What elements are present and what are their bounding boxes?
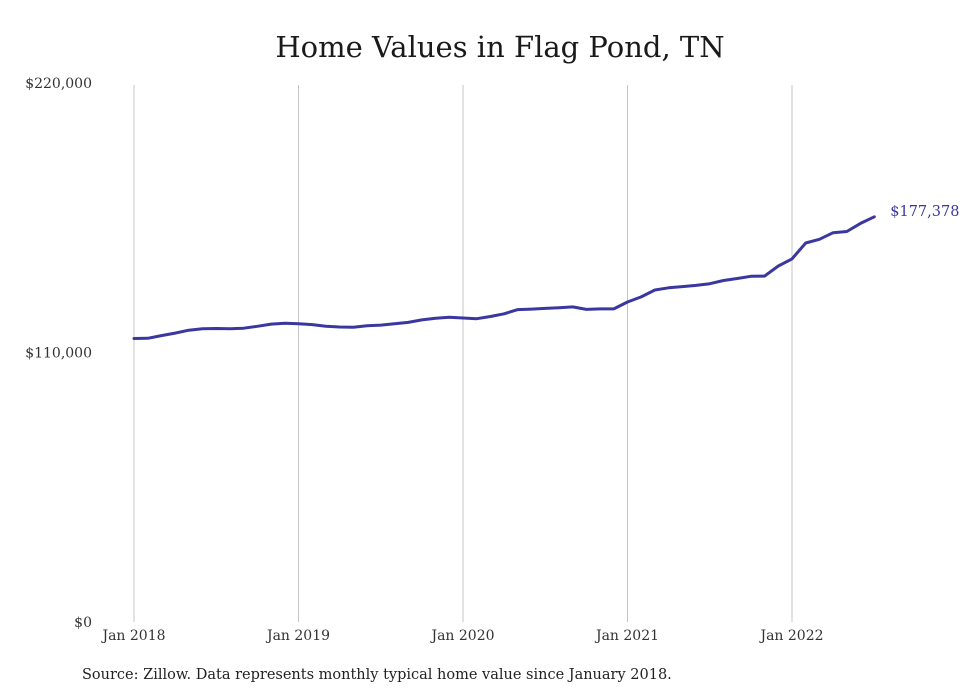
series-line — [132, 215, 876, 340]
x-tick-label: Jan 2020 — [429, 628, 494, 644]
y-tick-label: $110,000 — [25, 346, 92, 362]
y-tick-label: $220,000 — [25, 76, 92, 92]
x-tick-label: Jan 2021 — [594, 628, 659, 644]
y-axis-ticks: $0 $110,000 $220,000 — [25, 76, 92, 631]
source-note: Source: Zillow. Data represents monthly … — [82, 667, 672, 683]
x-axis-ticks: Jan 2018 Jan 2019 Jan 2020 Jan 2021 Jan 2022 — [100, 628, 823, 644]
end-value-label: $177,378 — [890, 204, 959, 220]
x-tick-label: Jan 2022 — [758, 628, 823, 644]
chart-title: Home Values in Flag Pond, TN — [275, 30, 725, 64]
x-tick-label: Jan 2019 — [265, 628, 330, 644]
series-layer: $177,378 — [132, 204, 959, 340]
gridlines — [133, 85, 793, 622]
y-tick-label: $0 — [74, 615, 92, 631]
x-tick-label: Jan 2018 — [100, 628, 165, 644]
